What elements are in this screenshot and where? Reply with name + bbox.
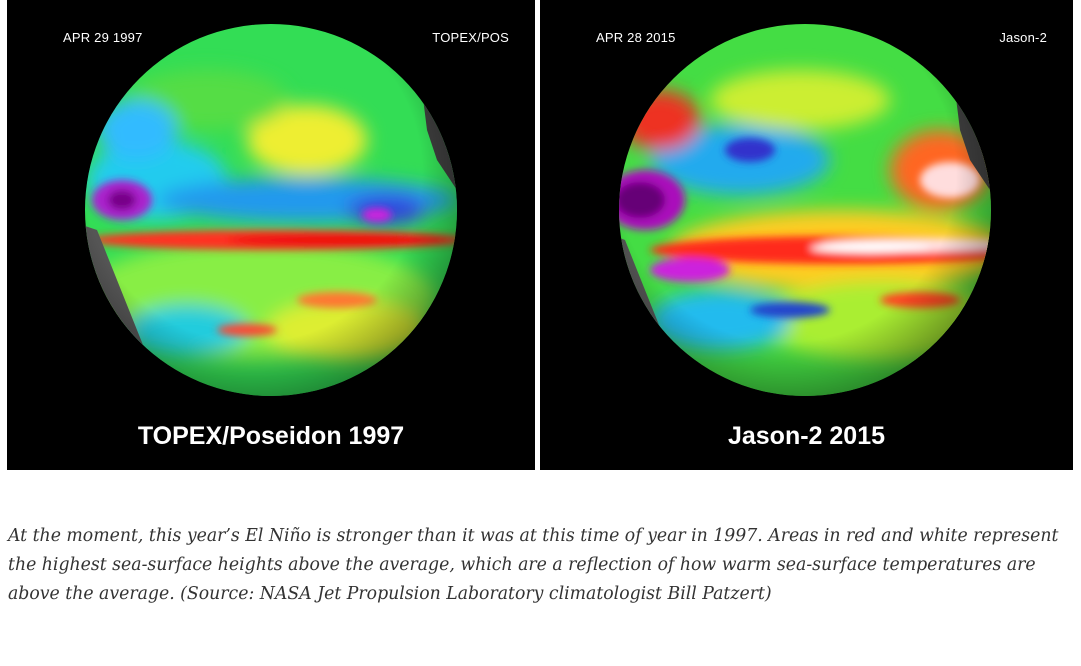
panel-title-1997: TOPEX/Poseidon 1997 [137, 422, 405, 450]
panel-title-2015: Jason-2 2015 [727, 422, 886, 450]
date-label-2015: APR 28 2015 [596, 30, 676, 45]
date-label-1997: APR 29 1997 [63, 30, 143, 45]
satellite-label-1997: TOPEX/POS [432, 30, 509, 45]
comparison-image: APR 29 1997 TOPEX/POS TOPEX/Poseidon 199… [7, 0, 1073, 470]
panel-1997: APR 29 1997 TOPEX/POS TOPEX/Poseidon 199… [7, 0, 535, 470]
satellite-label-2015: Jason-2 [999, 30, 1047, 45]
globe-1997-image [85, 24, 457, 396]
globe-2015-image [619, 24, 991, 396]
panel-2015: APR 28 2015 Jason-2 Jason-2 2015 [540, 0, 1073, 470]
image-caption: At the moment, this year’s El Niño is st… [8, 526, 1059, 604]
